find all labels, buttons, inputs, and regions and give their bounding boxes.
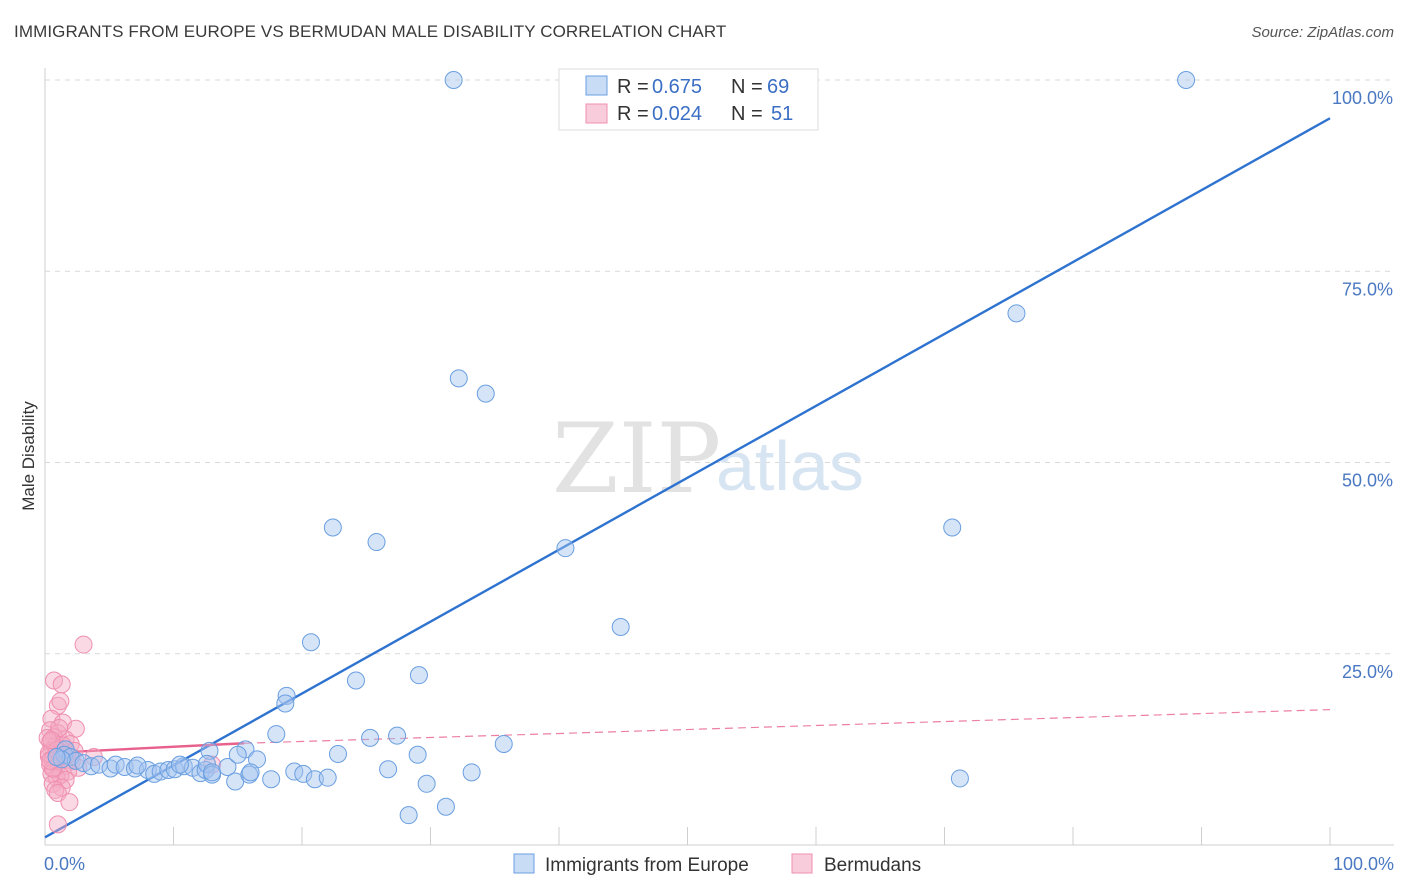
point-europe-12 xyxy=(301,633,320,652)
point-europe-64 xyxy=(399,806,418,825)
point-europe-67 xyxy=(128,756,147,775)
trend-lines xyxy=(44,117,1331,839)
point-europe-50 xyxy=(197,754,216,773)
bottom-legend-swatch-bermudans xyxy=(791,853,813,874)
point-europe-59 xyxy=(318,768,337,787)
point-europe-15 xyxy=(277,686,296,705)
point-europe-40 xyxy=(151,762,170,781)
point-bermudans-4 xyxy=(51,692,70,711)
point-bermudans-2 xyxy=(52,675,71,694)
point-europe-14 xyxy=(346,671,365,690)
point-europe-30 xyxy=(47,748,66,767)
y-axis-label: Male Disability xyxy=(19,401,38,511)
y-tick-label-0: 25.0% xyxy=(1342,662,1393,682)
trend-line-europe xyxy=(44,117,1331,839)
point-europe-17 xyxy=(267,725,286,744)
source-label: Source: ZipAtlas.com xyxy=(1251,24,1394,41)
point-europe-62 xyxy=(462,763,481,782)
point-europe-68 xyxy=(241,763,260,782)
point-europe-20 xyxy=(494,735,513,754)
legend-n-label-europe: N = xyxy=(731,76,763,98)
point-europe-16 xyxy=(276,694,295,713)
y-tick-label-1: 50.0% xyxy=(1342,471,1393,491)
point-europe-51 xyxy=(170,755,189,774)
y-tick-label-3: 100.0% xyxy=(1332,88,1393,108)
axes xyxy=(44,68,1394,846)
point-europe-0 xyxy=(444,71,463,89)
bottom-legend-label-europe: Immigrants from Europe xyxy=(545,855,749,876)
point-europe-32 xyxy=(82,757,101,776)
point-bermudans-36 xyxy=(46,780,65,799)
point-europe-58 xyxy=(305,770,324,789)
point-europe-9 xyxy=(556,539,575,558)
y-tick-label-2: 75.0% xyxy=(1342,279,1393,299)
point-europe-60 xyxy=(379,760,398,779)
watermark-atlas: atlas xyxy=(716,427,864,505)
point-europe-66 xyxy=(203,763,222,782)
point-europe-57 xyxy=(294,764,313,783)
point-europe-3 xyxy=(1177,71,1196,89)
legend-r-value-bermudans: 0.024 xyxy=(652,103,702,125)
point-europe-4 xyxy=(1007,304,1026,323)
point-bermudans-50 xyxy=(42,731,61,750)
trend-line-bermudans xyxy=(44,742,245,755)
bottom-legend-swatch-europe xyxy=(513,853,535,874)
point-europe-8 xyxy=(367,533,386,552)
point-europe-37 xyxy=(125,759,144,778)
point-europe-23 xyxy=(328,744,347,763)
point-bermudans-0 xyxy=(74,635,93,654)
point-bermudans-38 xyxy=(60,793,79,812)
point-europe-63 xyxy=(950,769,969,788)
watermark-zip: ZIP xyxy=(552,403,721,515)
point-europe-55 xyxy=(262,770,281,789)
point-europe-49 xyxy=(248,750,267,769)
point-europe-19 xyxy=(388,726,407,745)
y-tick-labels: 25.0% 50.0% 75.0% 100.0% xyxy=(1332,88,1393,682)
legend-n-value-europe: 69 xyxy=(767,76,789,98)
legend-r-label-bermudans: R = xyxy=(617,103,649,125)
point-bermudans-39 xyxy=(48,815,67,834)
chart-title: IMMIGRANTS FROM EUROPE VS BERMUDAN MALE … xyxy=(14,22,727,41)
grid xyxy=(45,79,1394,655)
point-europe-10 xyxy=(943,518,962,537)
point-europe-18 xyxy=(361,728,380,747)
legend-n-label-bermudans: N = xyxy=(731,103,763,125)
legend-r-label-europe: R = xyxy=(617,76,649,98)
point-europe-24 xyxy=(408,745,427,764)
stats-legend: R = 0.675 N = 69 R = 0.024 N = 51 xyxy=(558,68,819,131)
data-points xyxy=(38,71,1196,834)
legend-r-value-europe: 0.675 xyxy=(652,76,702,98)
point-europe-5 xyxy=(449,369,468,388)
point-europe-65 xyxy=(436,797,455,816)
legend-swatch-europe xyxy=(585,75,608,96)
legend-n-value-bermudans: 51 xyxy=(771,103,793,125)
point-europe-7 xyxy=(323,518,342,537)
point-europe-13 xyxy=(409,666,428,685)
point-europe-41 xyxy=(159,761,178,780)
trend-line-bermudans-extrapolated xyxy=(244,708,1331,744)
legend-swatch-bermudans xyxy=(585,103,608,124)
x-tick-label-min: 0.0% xyxy=(44,854,85,874)
point-europe-11 xyxy=(611,617,630,636)
point-europe-48 xyxy=(228,745,247,764)
x-tick-label-max: 100.0% xyxy=(1333,854,1394,874)
bottom-legend-label-bermudans: Bermudans xyxy=(824,855,921,876)
point-europe-61 xyxy=(417,774,436,793)
point-europe-6 xyxy=(476,384,495,403)
series-legend: Immigrants from Europe Bermudans xyxy=(513,853,921,876)
